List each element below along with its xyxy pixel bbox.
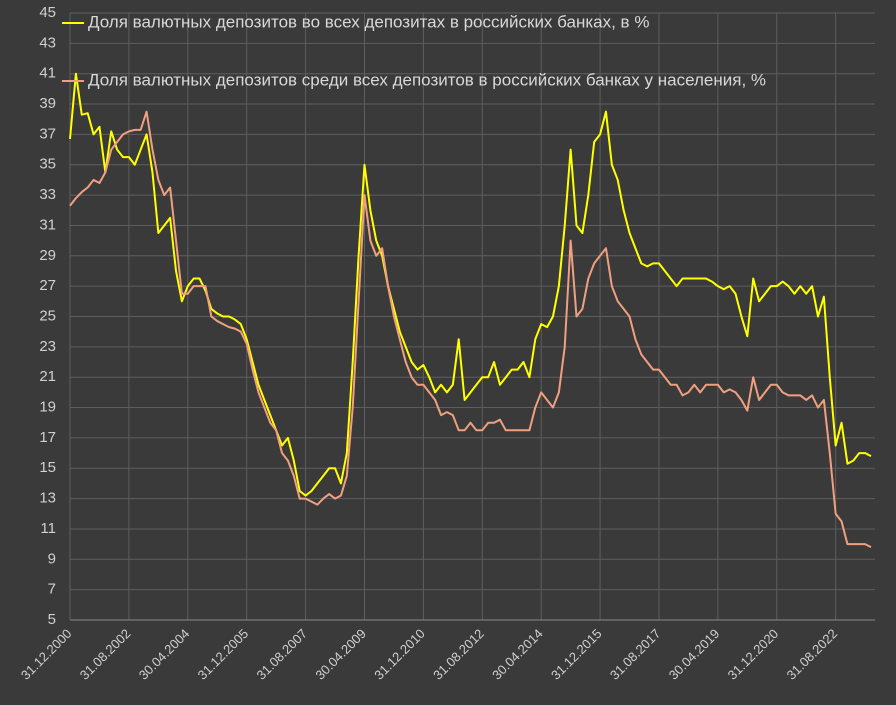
y-tick-label: 13 — [39, 490, 56, 507]
y-tick-label: 27 — [39, 277, 56, 294]
y-tick-label: 19 — [39, 399, 56, 416]
y-tick-label: 41 — [39, 65, 56, 82]
y-tick-label: 17 — [39, 429, 56, 446]
y-tick-label: 23 — [39, 338, 56, 355]
y-tick-label: 25 — [39, 307, 56, 324]
y-tick-label: 37 — [39, 125, 56, 142]
y-tick-label: 29 — [39, 247, 56, 264]
y-tick-label: 35 — [39, 156, 56, 173]
legend-label: Доля валютных депозитов во всех депозита… — [88, 12, 649, 31]
y-tick-label: 39 — [39, 95, 56, 112]
y-tick-label: 33 — [39, 186, 56, 203]
y-tick-label: 7 — [48, 581, 56, 598]
y-tick-label: 15 — [39, 459, 56, 476]
legend-label: Доля валютных депозитов среди всех депоз… — [88, 70, 766, 89]
y-tick-label: 5 — [48, 611, 56, 628]
y-tick-label: 21 — [39, 368, 56, 385]
series-line — [69, 110, 872, 549]
y-tick-label: 43 — [39, 34, 56, 51]
y-tick-label: 45 — [39, 4, 56, 21]
y-tick-label: 11 — [40, 520, 56, 537]
y-tick-label: 31 — [39, 216, 56, 233]
y-tick-label: 9 — [48, 550, 56, 567]
